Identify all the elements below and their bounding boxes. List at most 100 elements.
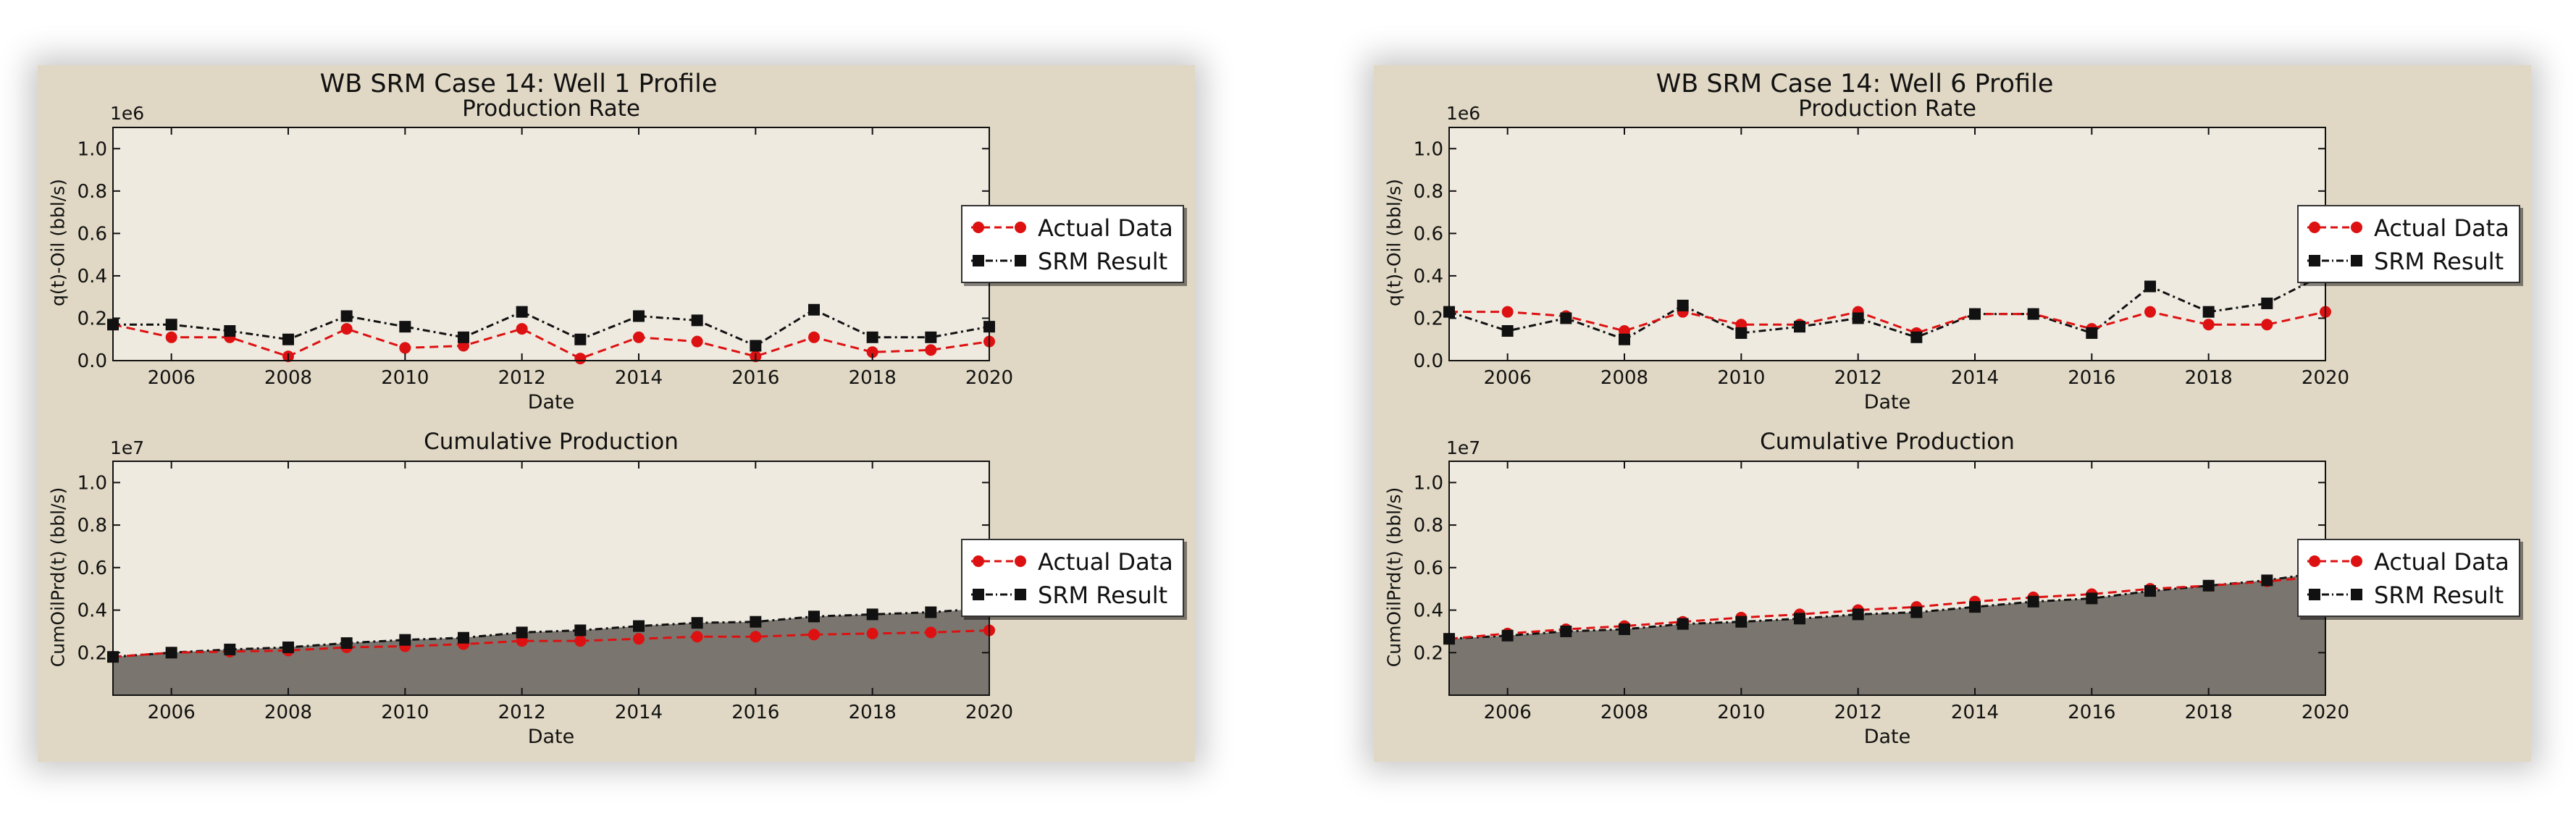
srm-result-point: [1794, 613, 1805, 625]
x-tick-label: 2020: [965, 702, 1013, 723]
x-tick-label: 2014: [1951, 702, 1999, 723]
y-tick-label: 1.0: [77, 472, 107, 494]
srm-result-point: [2202, 306, 2215, 318]
actual-data-point: [574, 635, 587, 647]
cumulative-axis-exponent: 1e7: [110, 437, 145, 458]
y-tick-label: 0.8: [1414, 181, 1443, 203]
legend-item-srm: SRM Result: [962, 244, 1183, 277]
production-x-axis-label: Date: [1863, 391, 1911, 413]
x-tick-label: 2006: [1484, 702, 1532, 723]
x-tick-label: 2020: [2302, 367, 2349, 389]
srm-result-point: [1735, 616, 1748, 628]
y-tick-label: 0.2: [77, 642, 107, 664]
srm-result-point: [1619, 623, 1630, 635]
srm-result-point: [224, 325, 236, 337]
legend-item-srm: SRM Result: [2299, 244, 2519, 277]
actual-data-point: [925, 626, 937, 639]
x-tick-label: 2018: [849, 702, 897, 723]
legend-item-actual: Actual Data: [962, 211, 1183, 244]
y-tick-label: 0.2: [77, 308, 107, 329]
production-x-axis-label: Date: [527, 391, 575, 413]
legend-srm-swatch: [971, 255, 1028, 266]
x-tick-label: 2008: [1600, 367, 1648, 389]
srm-result-point: [750, 340, 762, 352]
x-tick-label: 2012: [1834, 367, 1882, 389]
x-tick-label: 2008: [1600, 702, 1648, 723]
x-tick-label: 2008: [264, 702, 312, 723]
production-rate-title: Production Rate: [1798, 96, 1976, 122]
legend-actual-label: Actual Data: [1038, 214, 1173, 242]
figure-title: WB SRM Case 14: Well 1 Profile: [319, 70, 718, 98]
y-tick-label: 0.0: [1414, 350, 1443, 372]
srm-result-point: [516, 306, 528, 318]
srm-series-line: [1448, 272, 2326, 341]
actual-data-point: [633, 331, 645, 343]
x-tick-label: 2010: [1717, 702, 1765, 723]
legend-srm-swatch: [2307, 255, 2364, 266]
srm-result-point: [1560, 625, 1572, 637]
srm-result-point: [1501, 325, 1514, 337]
cumulative-y-axis-label: CumOilPrd(t) (bbl/s): [1383, 487, 1405, 668]
actual-data-point: [2261, 319, 2273, 331]
actual-data-point: [2144, 306, 2156, 318]
y-tick-label: 1.0: [1414, 138, 1443, 160]
actual-data-point: [866, 627, 878, 639]
cumulative-production-title: Cumulative Production: [1760, 429, 2015, 455]
x-tick-label: 2014: [615, 367, 663, 389]
actual-data-point: [691, 631, 703, 643]
srm-result-point: [165, 319, 177, 331]
x-tick-label: 2012: [498, 367, 546, 389]
legend-srm-label: SRM Result: [2374, 581, 2504, 609]
srm-result-point: [1677, 299, 1689, 311]
cumulative-legend: Actual Data SRM Result: [961, 539, 1184, 617]
actual-data-point: [808, 629, 820, 641]
legend-actual-swatch: [2307, 555, 2364, 567]
x-tick-label: 2010: [381, 702, 429, 723]
srm-result-point: [282, 333, 294, 345]
y-tick-label: 1.0: [77, 138, 107, 160]
legend-actual-swatch: [2307, 222, 2364, 233]
legend-actual-label: Actual Data: [2374, 548, 2509, 576]
srm-result-point: [224, 643, 236, 655]
well-6-plot-canvas: 0.0 0.2 0.4 0.6 0.8 1.0 2006 2008 2010 2012 2014 20…: [1414, 127, 2349, 723]
srm-result-point: [691, 617, 703, 629]
x-tick-label: 2010: [381, 367, 429, 389]
srm-result-point: [2202, 579, 2215, 592]
y-tick-label: 1.0: [1414, 472, 1443, 494]
y-tick-label: 0.4: [1414, 600, 1443, 622]
srm-series-line: [113, 308, 990, 348]
plot-area: [113, 127, 989, 361]
cumulative-legend: Actual Data SRM Result: [2297, 539, 2520, 617]
legend-srm-label: SRM Result: [1038, 248, 1168, 275]
y-tick-label: 0.4: [77, 600, 107, 622]
srm-result-point: [340, 310, 353, 322]
x-tick-label: 2020: [2302, 702, 2349, 723]
srm-result-point: [516, 626, 528, 639]
cumulative-x-axis-label: Date: [527, 726, 575, 748]
x-tick-label: 2016: [2068, 367, 2115, 389]
y-tick-label: 0.0: [77, 350, 107, 372]
actual-data-point: [808, 331, 820, 343]
actual-data-point: [574, 353, 587, 365]
y-tick-label: 0.8: [1414, 515, 1443, 537]
srm-result-point: [165, 647, 177, 659]
x-tick-label: 2018: [849, 367, 897, 389]
legend-item-srm: SRM Result: [2299, 578, 2519, 611]
legend-srm-swatch: [971, 589, 1028, 600]
legend-actual-label: Actual Data: [1038, 548, 1173, 576]
srm-result-point: [1910, 331, 1923, 343]
x-tick-label: 2020: [965, 367, 1013, 389]
actual-data-point: [340, 323, 353, 335]
srm-result-point: [2086, 592, 2098, 605]
x-tick-label: 2016: [731, 702, 779, 723]
x-tick-label: 2008: [264, 367, 312, 389]
legend-srm-swatch: [2307, 589, 2364, 600]
actual-data-point: [165, 331, 177, 343]
x-tick-label: 2006: [1484, 367, 1532, 389]
actual-series-line: [112, 323, 990, 360]
x-tick-label: 2006: [148, 367, 196, 389]
production-legend: Actual Data SRM Result: [961, 205, 1184, 283]
well-6-figure: 0.0 0.2 0.4 0.6 0.8 1.0 2006 2008 2010 2012 2014 20…: [1374, 65, 2531, 762]
production-y-axis-label: q(t)-Oil (bbl/s): [1383, 178, 1405, 307]
production-rate-title: Production Rate: [462, 96, 640, 122]
